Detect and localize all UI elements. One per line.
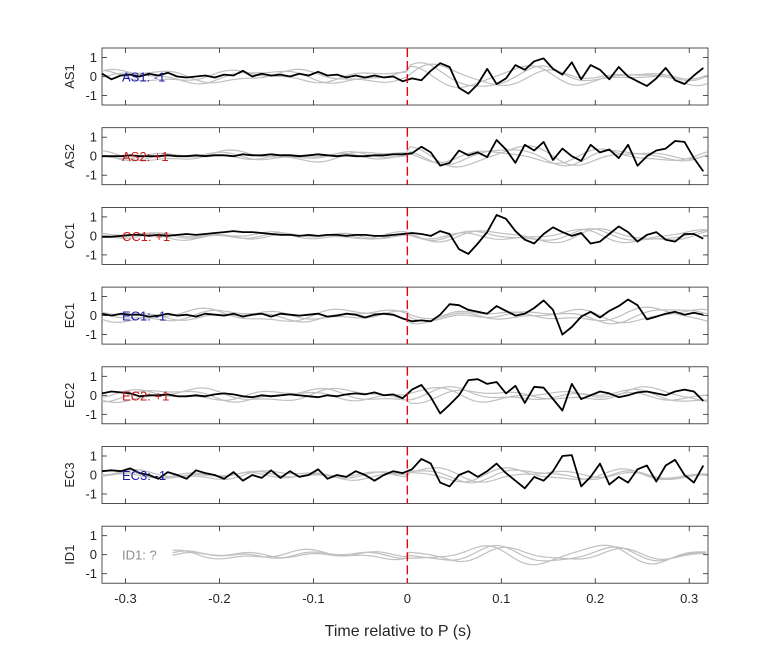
- panel-ylabel: CC1: [62, 223, 77, 249]
- panel-id1: -1 0 1 ID1 ID1: ?: [62, 525, 709, 584]
- panel-traces: [102, 366, 708, 424]
- waveform-trace: [102, 298, 704, 336]
- x-tick-label: -0.1: [302, 591, 324, 606]
- y-tick-label: 1: [90, 209, 97, 224]
- waveform-trace: [102, 214, 704, 255]
- panel-as1: -1 0 1 AS1 AS1: -1: [62, 47, 709, 106]
- x-tick-label: 0.2: [586, 591, 604, 606]
- panel-axes-box: [101, 206, 709, 265]
- station-polarity-label: EC2: +1: [122, 388, 169, 403]
- panel-as2: -1 0 1 AS2 AS2: +1: [62, 127, 709, 186]
- y-tick-label: 0: [90, 228, 97, 243]
- panel-ec3: -1 0 1 EC3 EC3: -1: [62, 446, 709, 504]
- background-trace: [172, 544, 707, 566]
- y-tick-label: 0: [90, 547, 97, 562]
- y-tick-label: 1: [90, 369, 97, 384]
- panel-traces: [102, 48, 708, 105]
- panel-traces: [172, 526, 707, 584]
- waveform-trace: [102, 378, 704, 415]
- y-tick-label: 1: [90, 449, 97, 464]
- y-tick-label: 0: [90, 149, 97, 164]
- y-tick-label: -1: [85, 247, 97, 262]
- background-trace: [102, 65, 708, 89]
- panel-ylabel: EC3: [62, 462, 77, 487]
- y-tick-label: 0: [90, 69, 97, 84]
- station-polarity-label: CC1: +1: [122, 229, 170, 244]
- station-polarity-label: EC3: -1: [122, 468, 166, 483]
- waveform-panels: -1 0 1 AS1 AS1: -1 -1 0 1 AS2 AS2: +1 -1 0 1 CC1 CC1: …: [62, 47, 709, 584]
- x-axis: -0.3 -0.2 -0.1 0 0.1 0.2 0.3: [114, 591, 698, 606]
- panel-ec2: -1 0 1 EC2 EC2: +1: [62, 366, 709, 425]
- background-trace: [102, 228, 708, 244]
- y-tick-label: 0: [90, 468, 97, 483]
- background-trace: [102, 387, 708, 403]
- station-polarity-label: EC1: -1: [122, 309, 166, 324]
- x-tick-label: 0: [404, 591, 411, 606]
- y-tick-label: -1: [85, 566, 97, 581]
- y-tick-label: -1: [85, 168, 97, 183]
- panel-ylabel: EC1: [62, 303, 77, 328]
- x-axis-title: Time relative to P (s): [325, 623, 472, 640]
- panel-ylabel: EC2: [62, 383, 77, 408]
- background-trace: [102, 309, 708, 325]
- y-tick-label: -1: [85, 327, 97, 342]
- y-tick-label: -1: [85, 487, 97, 502]
- background-trace: [102, 467, 708, 483]
- panel-ylabel: AS2: [62, 144, 77, 169]
- waveform-trace: [102, 139, 705, 172]
- y-tick-label: 1: [90, 528, 97, 543]
- panel-axes-box: [101, 286, 709, 345]
- panel-cc1: -1 0 1 CC1 CC1: +1: [62, 206, 709, 265]
- y-tick-label: 0: [90, 388, 97, 403]
- station-polarity-label: AS2: +1: [122, 149, 169, 164]
- y-tick-label: 0: [90, 308, 97, 323]
- waveform-trace: [102, 57, 704, 95]
- panel-traces: [102, 207, 708, 265]
- y-tick-label: 1: [90, 50, 97, 65]
- y-tick-label: 1: [90, 130, 97, 145]
- panel-ec1: -1 0 1 EC1 EC1: -1: [62, 286, 709, 345]
- y-tick-label: -1: [85, 88, 97, 103]
- y-tick-label: 1: [90, 289, 97, 304]
- station-polarity-label: AS1: -1: [122, 70, 165, 85]
- panel-traces: [102, 446, 708, 504]
- panel-traces: [102, 127, 708, 185]
- background-trace: [102, 386, 708, 403]
- y-tick-label: -1: [85, 407, 97, 422]
- background-trace: [102, 308, 708, 324]
- panel-traces: [102, 287, 708, 345]
- x-tick-label: 0.3: [680, 591, 698, 606]
- panel-ylabel: AS1: [62, 64, 77, 89]
- x-tick-label: 0.1: [492, 591, 510, 606]
- station-polarity-label: ID1: ?: [122, 548, 157, 563]
- panel-ylabel: ID1: [62, 545, 77, 565]
- x-tick-label: -0.3: [114, 591, 136, 606]
- panel-axes-box: [101, 525, 709, 584]
- x-tick-label: -0.2: [208, 591, 230, 606]
- waveform-trace: [102, 454, 705, 490]
